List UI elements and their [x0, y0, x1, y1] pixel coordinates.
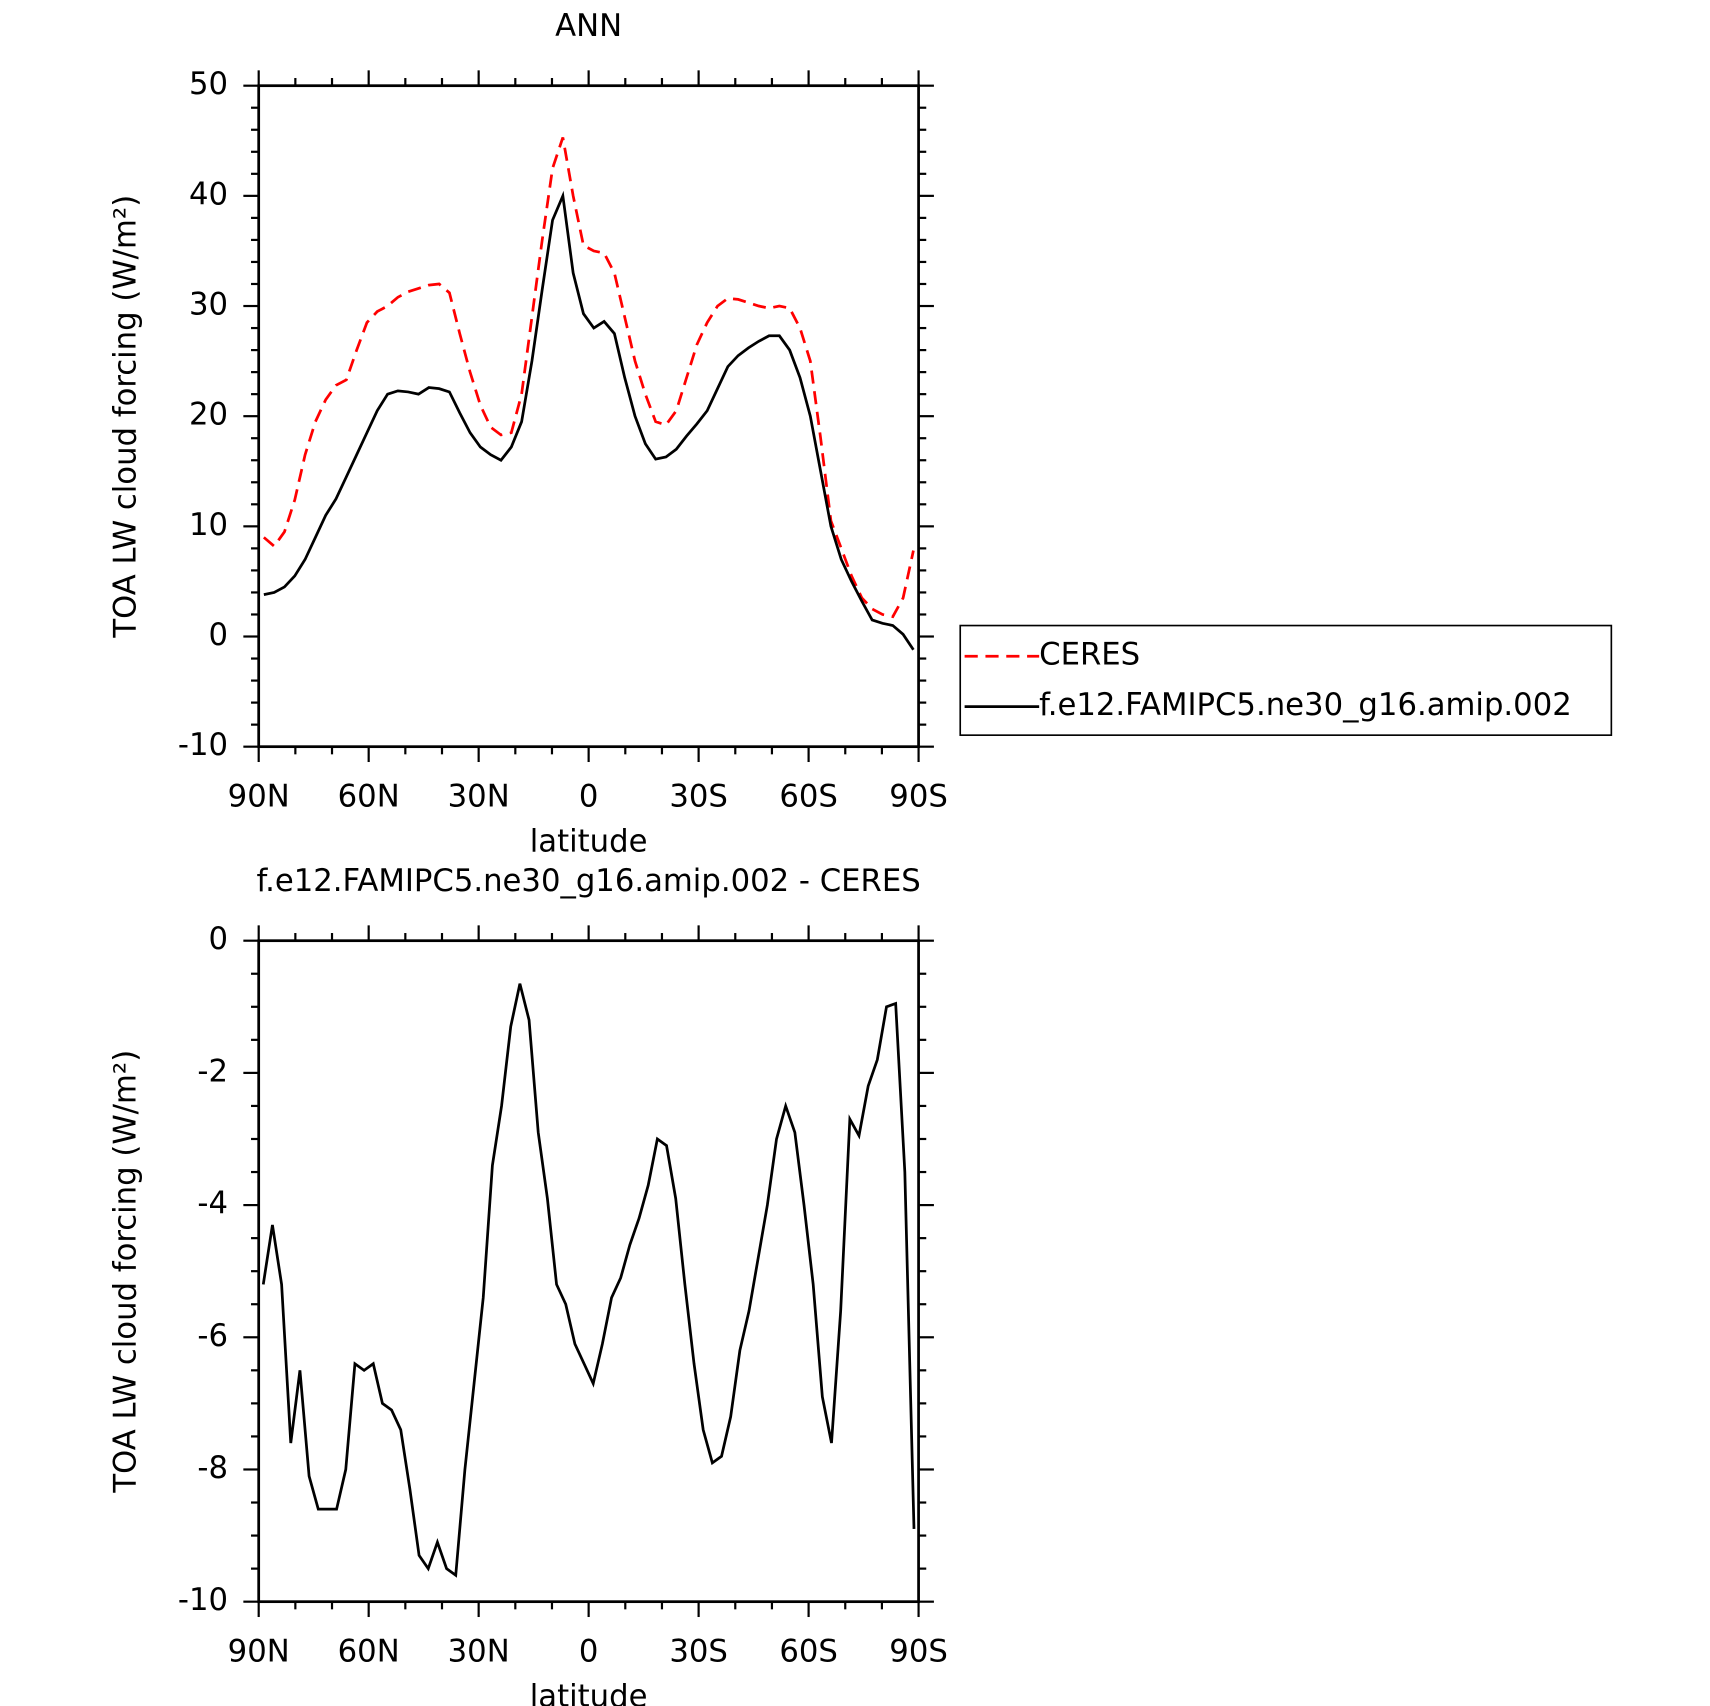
y-tick-label: 50 — [189, 67, 228, 102]
x-tick-label: 60N — [338, 1635, 400, 1670]
x-tick-label: 60N — [338, 780, 400, 815]
y-tick-label: -10 — [178, 728, 228, 763]
x-axis-label: latitude — [530, 825, 648, 860]
data-line — [261, 983, 916, 1578]
y-tick-label: 20 — [189, 398, 228, 433]
x-tick-label: 90N — [228, 1635, 290, 1670]
chart-title: f.e12.FAMIPC5.ne30_g16.amip.002 - CERES — [257, 864, 921, 899]
x-tick-label: 90S — [889, 780, 948, 815]
y-tick-label: 0 — [208, 922, 228, 957]
y-tick-label: -10 — [178, 1583, 228, 1618]
x-tick-label: 0 — [579, 1635, 599, 1670]
x-tick-label: 30N — [448, 780, 510, 815]
y-tick-label: 40 — [189, 177, 228, 212]
x-tick-label: 30S — [669, 780, 728, 815]
x-tick-label: 30S — [669, 1635, 728, 1670]
y-tick-label: 10 — [189, 508, 228, 543]
y-tick-label: -6 — [197, 1319, 228, 1354]
y-tick-label: 0 — [208, 618, 228, 653]
x-tick-label: 90S — [889, 1635, 948, 1670]
y-axis-label: TOA LW cloud forcing (W/m²) — [109, 195, 144, 639]
y-tick-label: 30 — [189, 288, 228, 323]
plot-frame — [257, 939, 920, 1604]
legend-label: CERES — [1039, 638, 1140, 673]
chart-title: ANN — [555, 9, 622, 44]
data-line — [263, 190, 915, 651]
x-tick-label: 60S — [779, 780, 838, 815]
y-tick-label: -4 — [197, 1187, 228, 1222]
x-axis-label: latitude — [530, 1680, 648, 1706]
y-axis-label: TOA LW cloud forcing (W/m²) — [109, 1050, 144, 1494]
plot-frame — [257, 84, 920, 749]
data-line — [262, 137, 915, 619]
y-tick-label: -2 — [197, 1054, 228, 1089]
x-tick-label: 60S — [779, 1635, 838, 1670]
x-tick-label: 30N — [448, 1635, 510, 1670]
x-tick-label: 90N — [228, 780, 290, 815]
legend-label: f.e12.FAMIPC5.ne30_g16.amip.002 — [1039, 688, 1572, 723]
x-tick-label: 0 — [579, 780, 599, 815]
y-tick-label: -8 — [197, 1451, 228, 1486]
legend-box — [959, 624, 1613, 736]
